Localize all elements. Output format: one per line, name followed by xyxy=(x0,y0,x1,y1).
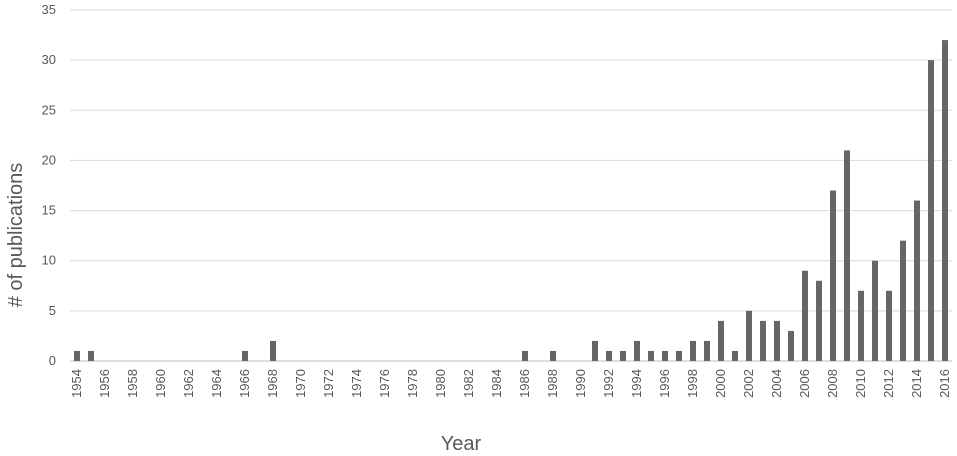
bar-1966 xyxy=(242,350,248,361)
bar-2010 xyxy=(858,290,864,361)
y-tick-label: 25 xyxy=(42,102,56,117)
bar-2005 xyxy=(788,330,794,361)
bar-1993 xyxy=(620,350,626,361)
bar-2008 xyxy=(830,190,836,361)
y-tick-label: 30 xyxy=(42,52,56,67)
y-tick-label: 5 xyxy=(49,303,56,318)
x-tick-label: 1970 xyxy=(293,369,308,398)
x-tick-label: 1978 xyxy=(405,369,420,398)
bar-1999 xyxy=(704,340,710,361)
x-tick-label: 1964 xyxy=(209,369,224,398)
x-tick-label: 1980 xyxy=(433,369,448,398)
bar-2014 xyxy=(914,200,920,361)
x-tick-label: 1994 xyxy=(629,369,644,398)
bar-2003 xyxy=(760,320,766,361)
y-tick-label: 15 xyxy=(42,203,56,218)
x-tick-label: 1996 xyxy=(657,369,672,398)
x-tick-label: 1962 xyxy=(181,369,196,398)
bar-2000 xyxy=(718,320,724,361)
bar-2001 xyxy=(732,350,738,361)
bar-1997 xyxy=(676,350,682,361)
bar-1986 xyxy=(522,350,528,361)
bar-2002 xyxy=(746,310,752,361)
x-tick-label: 1956 xyxy=(97,369,112,398)
x-tick-label: 1988 xyxy=(545,369,560,398)
x-tick-label: 2004 xyxy=(769,369,784,398)
bar-2004 xyxy=(774,320,780,361)
y-tick-label: 35 xyxy=(42,2,56,17)
bar-2015 xyxy=(928,60,934,362)
y-tick-label: 20 xyxy=(42,152,56,167)
bar-2006 xyxy=(802,270,808,361)
x-tick-label: 2012 xyxy=(881,369,896,398)
bar-1995 xyxy=(648,350,654,361)
bar-1992 xyxy=(606,350,612,361)
x-tick-label: 2002 xyxy=(741,369,756,398)
bar-2011 xyxy=(872,260,878,361)
x-tick-label: 1998 xyxy=(685,369,700,398)
x-tick-label: 1976 xyxy=(377,369,392,398)
x-tick-label: 2006 xyxy=(797,369,812,398)
x-tick-label: 2008 xyxy=(825,369,840,398)
x-tick-label: 1984 xyxy=(489,369,504,398)
gridlines xyxy=(70,9,952,362)
x-tick-label: 1954 xyxy=(69,369,84,398)
bar-2013 xyxy=(900,240,906,361)
bar-2012 xyxy=(886,290,892,361)
x-tick-label: 1960 xyxy=(153,369,168,398)
bar-1998 xyxy=(690,340,696,361)
x-tick-label: 2016 xyxy=(937,369,952,398)
x-tick-label: 1966 xyxy=(237,369,252,398)
x-tick-label: 1982 xyxy=(461,369,476,398)
bar-1996 xyxy=(662,350,668,361)
x-tick-label: 1992 xyxy=(601,369,616,398)
bar-1988 xyxy=(550,350,556,361)
y-axis-title: # of publications xyxy=(5,163,27,308)
y-tick-label: 0 xyxy=(49,353,56,368)
bar-2007 xyxy=(816,280,822,361)
x-tick-label: 1958 xyxy=(125,369,140,398)
bar-1968 xyxy=(270,340,276,361)
bar-1994 xyxy=(634,340,640,361)
x-tick-label: 1974 xyxy=(349,369,364,398)
x-tick-label: 1990 xyxy=(573,369,588,398)
bar-1991 xyxy=(592,340,598,361)
x-tick-label: 1986 xyxy=(517,369,532,398)
x-tick-label: 1968 xyxy=(265,369,280,398)
bars xyxy=(74,40,948,362)
x-axis-ticks: 1954 1956 1958 1960 1962 1964 1966 1968 1970 1972… xyxy=(69,369,952,398)
bar-1955 xyxy=(88,350,94,361)
bar-2016 xyxy=(942,40,948,361)
x-tick-label: 2000 xyxy=(713,369,728,398)
x-tick-label: 1972 xyxy=(321,369,336,398)
x-tick-label: 2014 xyxy=(909,369,924,398)
x-axis-title: Year xyxy=(441,433,482,455)
y-tick-label: 10 xyxy=(42,253,56,268)
bar-1954 xyxy=(74,350,80,361)
bar-2009 xyxy=(844,150,850,361)
x-tick-label: 2010 xyxy=(853,369,868,398)
y-axis-ticks: 0 5 10 15 20 25 30 35 xyxy=(42,2,56,368)
